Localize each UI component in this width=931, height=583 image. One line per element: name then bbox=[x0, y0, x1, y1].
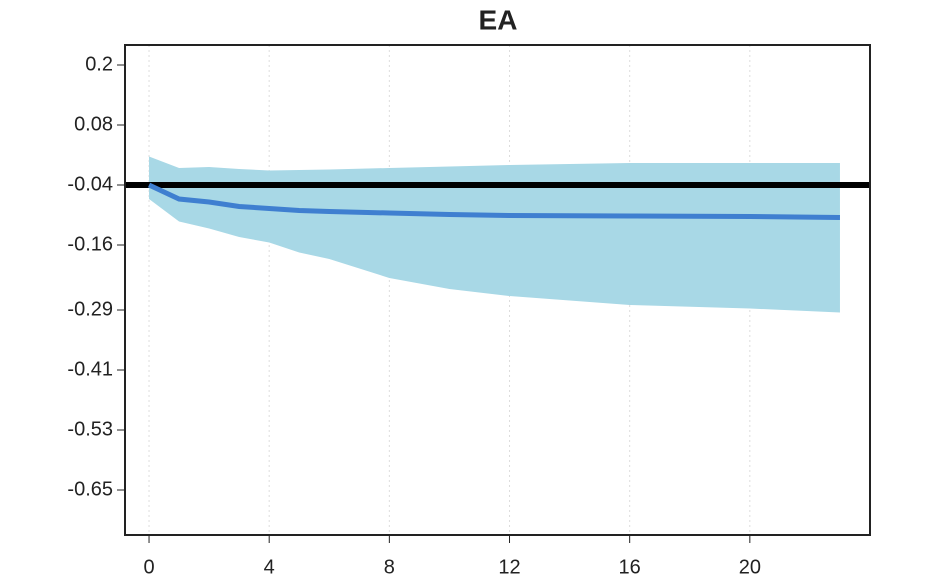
y-tick-label: -0.16 bbox=[67, 233, 113, 255]
y-tick-label: 0.08 bbox=[74, 113, 113, 135]
x-tick-label: 4 bbox=[264, 556, 275, 578]
y-tick-label: 0.2 bbox=[85, 53, 113, 75]
x-tick-label: 8 bbox=[384, 556, 395, 578]
plot-frame bbox=[124, 44, 871, 536]
x-tick-label: 16 bbox=[619, 556, 641, 578]
confidence-band bbox=[149, 156, 840, 313]
response-line bbox=[147, 182, 840, 220]
y-tick-label: -0.53 bbox=[67, 418, 113, 440]
y-tick-label: -0.65 bbox=[67, 478, 113, 500]
y-tick-label: -0.04 bbox=[67, 173, 113, 195]
y-tick-label: -0.41 bbox=[67, 358, 113, 380]
x-tick-label: 12 bbox=[498, 556, 520, 578]
x-tick-label: 0 bbox=[143, 556, 154, 578]
x-tick-label: 20 bbox=[739, 556, 761, 578]
chart-title: EA bbox=[479, 4, 518, 35]
y-tick-label: -0.29 bbox=[67, 298, 113, 320]
